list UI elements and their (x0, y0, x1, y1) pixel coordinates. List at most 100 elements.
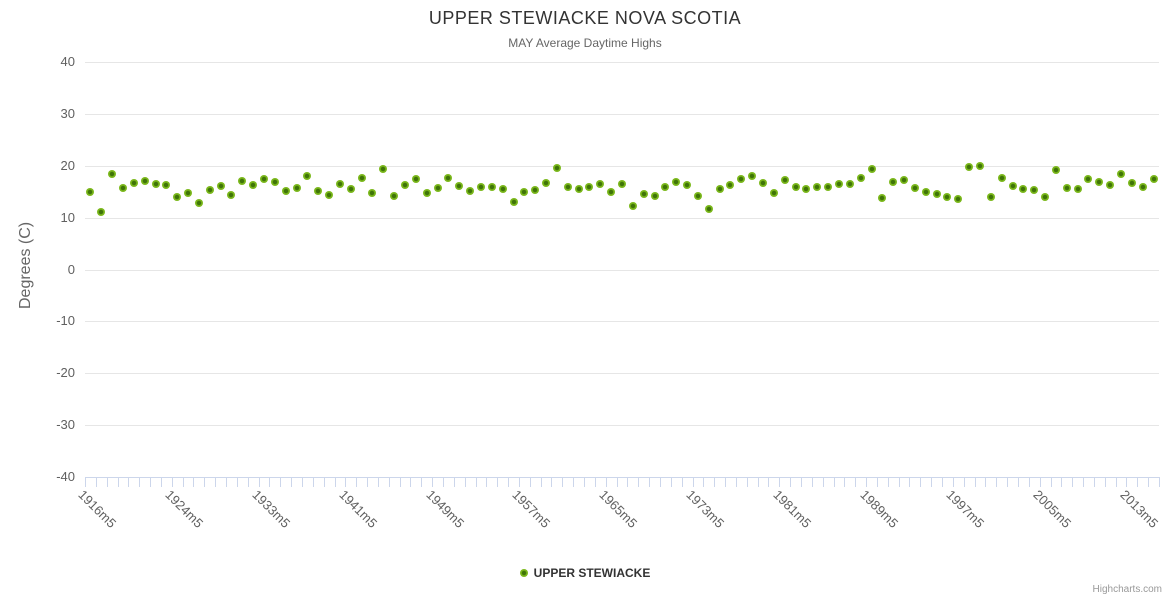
data-point[interactable] (86, 187, 95, 196)
data-point[interactable] (498, 185, 507, 194)
data-point[interactable] (1073, 185, 1082, 194)
data-point[interactable] (184, 189, 193, 198)
data-point[interactable] (542, 179, 551, 188)
data-point[interactable] (900, 175, 909, 184)
data-point[interactable] (281, 186, 290, 195)
data-point[interactable] (639, 189, 648, 198)
data-point[interactable] (1149, 174, 1158, 183)
data-point[interactable] (151, 180, 160, 189)
data-point[interactable] (889, 177, 898, 186)
data-point[interactable] (824, 183, 833, 192)
data-point[interactable] (1117, 169, 1126, 178)
data-point[interactable] (726, 180, 735, 189)
data-point[interactable] (466, 187, 475, 196)
data-point[interactable] (520, 187, 529, 196)
data-point[interactable] (693, 192, 702, 201)
data-point[interactable] (476, 183, 485, 192)
data-point[interactable] (205, 186, 214, 195)
data-point[interactable] (986, 193, 995, 202)
data-point[interactable] (1041, 193, 1050, 202)
data-point[interactable] (162, 180, 171, 189)
data-point[interactable] (422, 189, 431, 198)
data-point[interactable] (1062, 184, 1071, 193)
data-point[interactable] (173, 193, 182, 202)
data-point[interactable] (845, 179, 854, 188)
data-point[interactable] (1084, 175, 1093, 184)
data-point[interactable] (1019, 185, 1028, 194)
data-point[interactable] (531, 185, 540, 194)
data-point[interactable] (683, 180, 692, 189)
data-point[interactable] (249, 180, 258, 189)
data-point[interactable] (140, 176, 149, 185)
data-point[interactable] (390, 192, 399, 201)
data-point[interactable] (976, 161, 984, 170)
data-point[interactable] (129, 179, 138, 188)
data-point[interactable] (216, 181, 225, 190)
data-point[interactable] (672, 177, 681, 186)
data-point[interactable] (303, 172, 312, 181)
data-point[interactable] (943, 192, 952, 201)
data-point[interactable] (954, 194, 963, 203)
data-point[interactable] (769, 188, 778, 197)
data-point[interactable] (802, 184, 811, 193)
data-point[interactable] (1106, 181, 1115, 190)
data-point[interactable] (834, 180, 843, 189)
data-point[interactable] (1127, 179, 1136, 188)
data-point[interactable] (791, 183, 800, 192)
data-point[interactable] (780, 175, 789, 184)
data-point[interactable] (1008, 181, 1017, 190)
data-point[interactable] (292, 183, 301, 192)
data-point[interactable] (759, 179, 768, 188)
data-point[interactable] (346, 184, 355, 193)
data-point[interactable] (238, 176, 247, 185)
legend-item-upper-stewiacke[interactable]: UPPER STEWIACKE (0, 563, 1170, 583)
data-point[interactable] (932, 190, 941, 199)
data-point[interactable] (618, 180, 626, 189)
data-point[interactable] (1138, 182, 1147, 191)
data-point[interactable] (585, 183, 594, 192)
data-point[interactable] (997, 173, 1006, 182)
data-point[interactable] (357, 174, 366, 183)
data-point[interactable] (444, 174, 453, 183)
data-point[interactable] (455, 181, 464, 190)
data-point[interactable] (813, 183, 822, 192)
data-point[interactable] (921, 188, 930, 197)
data-point[interactable] (1030, 185, 1039, 194)
data-point[interactable] (401, 181, 410, 190)
data-point[interactable] (194, 198, 203, 207)
data-point[interactable] (97, 208, 106, 217)
data-point[interactable] (487, 182, 496, 191)
data-point[interactable] (596, 180, 605, 189)
data-point[interactable] (552, 163, 561, 172)
data-point[interactable] (509, 198, 518, 207)
data-point[interactable] (108, 169, 117, 178)
data-point[interactable] (1095, 178, 1104, 187)
data-point[interactable] (867, 164, 876, 173)
data-point[interactable] (715, 184, 724, 193)
data-point[interactable] (607, 188, 616, 197)
data-point[interactable] (737, 175, 746, 184)
data-point[interactable] (433, 183, 442, 192)
data-point[interactable] (704, 205, 713, 214)
data-point[interactable] (628, 202, 637, 211)
data-point[interactable] (314, 187, 323, 196)
data-point[interactable] (1051, 166, 1060, 175)
data-point[interactable] (650, 192, 659, 201)
data-point[interactable] (325, 190, 334, 199)
data-point[interactable] (910, 183, 919, 192)
data-point[interactable] (411, 175, 420, 184)
highcharts-credit-link[interactable]: Highcharts.com (1092, 584, 1162, 595)
data-point[interactable] (270, 177, 279, 186)
data-point[interactable] (379, 165, 388, 174)
data-point[interactable] (118, 183, 127, 192)
data-point[interactable] (335, 180, 344, 189)
data-point[interactable] (227, 190, 236, 199)
data-point[interactable] (856, 174, 865, 183)
data-point[interactable] (661, 183, 670, 192)
data-point[interactable] (574, 185, 583, 194)
data-point[interactable] (878, 193, 887, 202)
data-point[interactable] (368, 188, 377, 197)
data-point[interactable] (563, 182, 572, 191)
data-point[interactable] (748, 171, 757, 180)
data-point[interactable] (260, 174, 268, 183)
